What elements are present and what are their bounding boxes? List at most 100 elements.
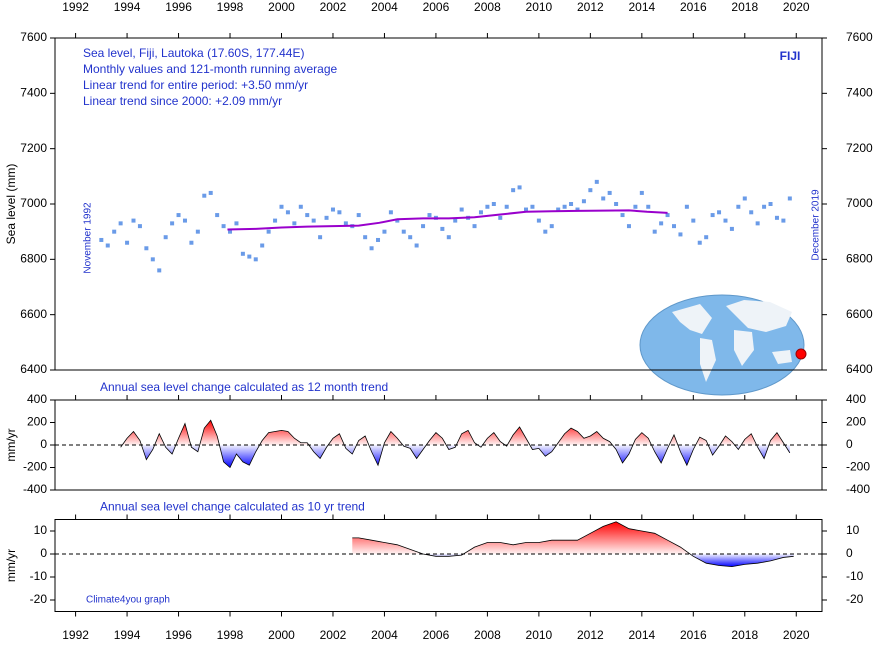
- y-tick-label: 400: [27, 392, 47, 406]
- data-point: [195, 229, 200, 234]
- x-tick-label: 2006: [423, 628, 450, 642]
- data-point: [382, 229, 387, 234]
- y-tick-label: -200: [23, 460, 47, 474]
- data-point: [517, 185, 522, 190]
- data-point: [594, 179, 599, 184]
- data-point: [421, 224, 426, 229]
- data-point: [787, 196, 792, 201]
- data-point: [762, 204, 767, 209]
- data-point: [498, 215, 503, 220]
- data-point: [279, 204, 284, 209]
- running-average: [227, 209, 668, 231]
- y-tick-label: 7600: [20, 30, 47, 44]
- x-tick-label: 1996: [165, 628, 192, 642]
- data-point: [717, 210, 722, 215]
- start-label: November 1992: [83, 202, 94, 274]
- plot-frame: [54, 519, 823, 612]
- x-tick-label: 2016: [680, 0, 707, 14]
- data-point: [569, 202, 574, 206]
- data-point: [292, 221, 297, 226]
- data-point: [659, 221, 664, 226]
- y-tick-label: 6600: [846, 307, 873, 321]
- credit: Climate4you graph: [86, 595, 170, 606]
- data-point: [118, 221, 123, 226]
- data-point: [781, 218, 786, 223]
- data-point: [298, 204, 303, 209]
- end-label: December 2019: [811, 189, 822, 261]
- area: [120, 420, 790, 468]
- data-point: [202, 193, 207, 198]
- data-point: [575, 207, 580, 212]
- x-tick-label: 1996: [165, 0, 192, 14]
- y-tick-label: 7200: [846, 141, 873, 155]
- x-tick-label: 2012: [577, 0, 604, 14]
- x-tick-label: 2002: [320, 0, 347, 14]
- y-tick-label: 7000: [846, 196, 873, 210]
- data-point: [240, 251, 245, 256]
- data-point: [144, 246, 149, 251]
- x-tick-label: 1994: [114, 0, 141, 14]
- data-point: [472, 224, 477, 229]
- data-point: [427, 213, 432, 218]
- x-tick-label: 2012: [577, 628, 604, 642]
- y-tick-label: 10: [846, 523, 860, 537]
- area-outline: [352, 521, 794, 568]
- data-point: [369, 246, 374, 251]
- data-point: [723, 218, 728, 223]
- data-point: [234, 221, 239, 226]
- region-label: FIJI: [780, 49, 801, 63]
- y-tick-label: 7400: [846, 86, 873, 100]
- x-tick-label: 2006: [423, 0, 450, 14]
- y-tick-label: 400: [846, 392, 866, 406]
- y-tick-label: 7200: [20, 141, 47, 155]
- data-point: [131, 218, 136, 223]
- annotation: Monthly values and 121-month running ave…: [83, 62, 337, 76]
- data-point: [652, 229, 657, 234]
- y-tick-label: 7600: [846, 30, 873, 44]
- data-point: [704, 235, 709, 240]
- y-tick-label: -200: [846, 460, 870, 474]
- y-tick-label: -400: [23, 482, 47, 496]
- y-axis-label: Sea level (mm): [4, 164, 18, 245]
- y-tick-label: -400: [846, 482, 870, 496]
- data-point: [356, 213, 361, 218]
- data-point: [639, 190, 644, 195]
- x-tick-label: 2014: [628, 0, 655, 14]
- data-point: [549, 224, 554, 229]
- data-point: [363, 235, 368, 240]
- x-tick-label: 2020: [783, 0, 810, 14]
- data-point: [453, 218, 458, 223]
- y-tick-label: 0: [40, 546, 47, 560]
- data-point: [388, 210, 393, 215]
- data-point: [337, 210, 342, 215]
- data-point: [491, 202, 496, 206]
- data-point: [768, 202, 773, 206]
- data-point: [614, 202, 619, 206]
- x-tick-label: 2004: [371, 628, 398, 642]
- data-point: [414, 243, 419, 248]
- panel-title: Annual sea level change calculated as 10…: [100, 500, 365, 514]
- y-tick-label: 6800: [846, 252, 873, 266]
- y-tick-label: 6600: [20, 307, 47, 321]
- data-point: [504, 204, 509, 209]
- data-point: [620, 213, 625, 218]
- x-tick-label: 2016: [680, 628, 707, 642]
- data-point: [247, 254, 252, 259]
- data-point: [691, 218, 696, 223]
- annotation: Linear trend since 2000: +2.09 mm/yr: [83, 94, 282, 108]
- data-point: [684, 204, 689, 209]
- x-tick-label: 1992: [62, 0, 89, 14]
- data-point: [774, 215, 779, 220]
- data-point: [182, 218, 187, 223]
- data-point: [755, 221, 760, 226]
- y-tick-label: 6400: [846, 362, 873, 376]
- data-point: [324, 215, 329, 220]
- x-tick-label: 1998: [217, 0, 244, 14]
- data-point: [633, 204, 638, 209]
- data-point: [376, 237, 381, 242]
- data-point: [581, 199, 586, 204]
- data-point: [607, 190, 612, 195]
- y-tick-label: 200: [27, 415, 47, 429]
- data-point: [588, 188, 593, 193]
